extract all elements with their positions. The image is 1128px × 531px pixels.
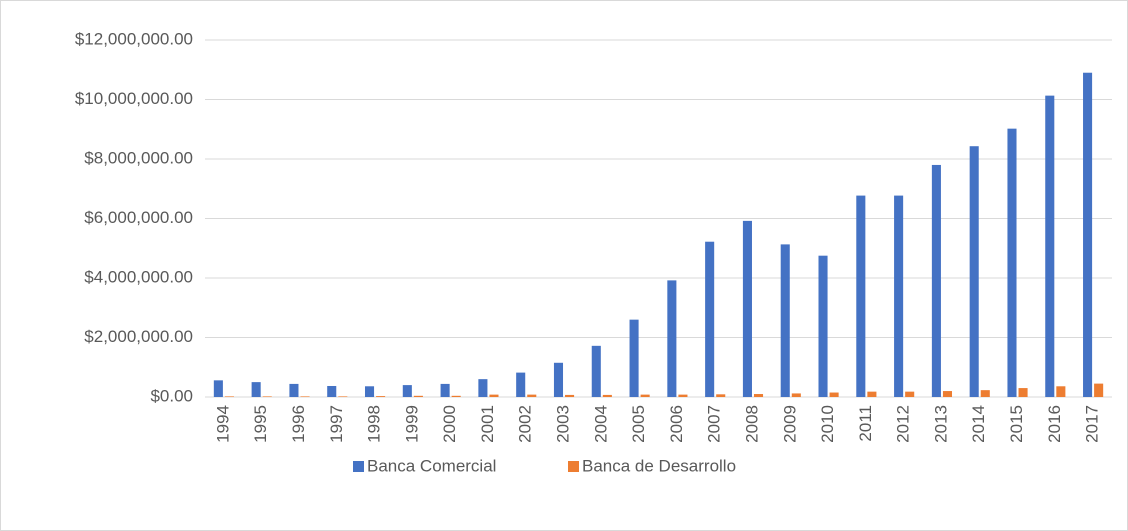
- y-tick-label: $4,000,000.00: [84, 267, 193, 286]
- bar: [753, 394, 764, 397]
- bar: [413, 395, 423, 397]
- x-tick-label: 2003: [554, 405, 573, 443]
- bar: [402, 385, 412, 397]
- x-tick-label: 1998: [365, 405, 384, 443]
- bar: [527, 394, 537, 397]
- x-tick-label: 2006: [667, 405, 686, 443]
- bar: [742, 220, 752, 397]
- bar: [931, 164, 941, 397]
- bar: [251, 382, 261, 397]
- x-tick-label: 2012: [894, 405, 913, 443]
- bar: [338, 396, 348, 397]
- bar: [224, 396, 234, 397]
- bar: [1083, 72, 1093, 397]
- bar: [640, 394, 650, 397]
- bar: [705, 241, 715, 397]
- x-tick-label: 2016: [1045, 405, 1064, 443]
- y-tick-label: $0.00: [150, 386, 193, 405]
- x-tick-label: 1999: [402, 405, 421, 443]
- bar: [678, 394, 688, 397]
- y-tick-label: $12,000,000.00: [75, 29, 193, 48]
- bar: [376, 396, 386, 397]
- x-tick-label: 1995: [251, 405, 270, 443]
- y-tick-label: $8,000,000.00: [84, 148, 193, 167]
- bar: [489, 394, 499, 397]
- bar: [629, 319, 639, 397]
- x-tick-label: 2010: [818, 405, 837, 443]
- x-tick-label: 2001: [478, 405, 497, 443]
- x-tick-label: 2002: [516, 405, 535, 443]
- x-tick-label: 2007: [705, 405, 724, 443]
- bar: [867, 391, 877, 397]
- bar: [980, 390, 990, 397]
- bar: [856, 195, 866, 397]
- bar: [716, 394, 726, 397]
- legend-label: Banca Comercial: [367, 456, 496, 475]
- bar: [478, 379, 488, 397]
- bar: [516, 372, 526, 397]
- x-tick-label: 2017: [1083, 405, 1102, 443]
- bar: [440, 383, 450, 397]
- bar: [791, 393, 801, 397]
- x-tick-label: 2005: [629, 405, 648, 443]
- bar: [553, 362, 564, 397]
- bar: [1018, 388, 1028, 397]
- bar: [565, 394, 575, 397]
- y-tick-label: $10,000,000.00: [75, 89, 193, 108]
- bar: [289, 383, 299, 397]
- bar: [894, 195, 904, 397]
- bar: [969, 146, 979, 397]
- bar: [1045, 95, 1055, 397]
- x-tick-label: 2015: [1007, 405, 1026, 443]
- y-tick-label: $2,000,000.00: [84, 327, 193, 346]
- bar: [591, 345, 601, 397]
- bar: [364, 386, 375, 397]
- x-tick-label: 2013: [931, 405, 950, 443]
- bar: [1007, 128, 1017, 397]
- x-tick-label: 2008: [742, 405, 761, 443]
- x-tick-label: 1996: [289, 405, 308, 443]
- x-tick-label: 1997: [327, 405, 346, 443]
- y-tick-label: $6,000,000.00: [84, 208, 193, 227]
- legend-label: Banca de Desarrollo: [582, 456, 736, 475]
- bar: [1094, 383, 1104, 397]
- legend-swatch: [568, 461, 579, 472]
- legend-swatch: [353, 461, 364, 472]
- x-tick-label: 2004: [591, 405, 610, 443]
- x-tick-label: 2009: [780, 405, 799, 443]
- bar: [602, 394, 612, 397]
- bar: [905, 391, 915, 397]
- x-tick-label: 2011: [856, 405, 875, 442]
- bar: [829, 392, 839, 397]
- bar: [262, 396, 272, 397]
- bar: [1056, 386, 1066, 397]
- bar: [300, 396, 310, 397]
- bar: [213, 380, 223, 397]
- bar: [667, 280, 677, 397]
- bar: [818, 255, 828, 397]
- x-tick-label: 1994: [213, 405, 232, 443]
- bar: [451, 395, 461, 397]
- bar: [942, 391, 953, 397]
- bar: [327, 385, 337, 397]
- x-tick-label: 2014: [969, 405, 988, 443]
- bar: [780, 244, 790, 397]
- x-tick-label: 2000: [440, 405, 459, 443]
